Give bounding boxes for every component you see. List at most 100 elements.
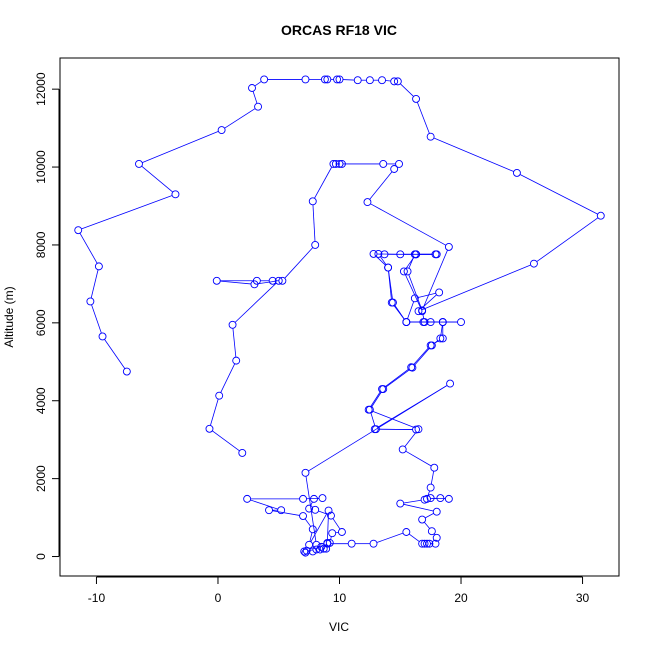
series-segment: [408, 274, 422, 308]
data-point: [337, 159, 346, 168]
data-point: [436, 494, 445, 503]
series-segment: [384, 369, 409, 388]
data-point: [402, 318, 411, 327]
plot-frame: [59, 57, 620, 577]
data-point: [365, 76, 374, 85]
data-point: [337, 528, 346, 536]
data-point: [327, 511, 335, 520]
data-point: [301, 548, 310, 557]
series-segment: [388, 270, 393, 300]
data-point: [457, 318, 465, 327]
series-segment: [250, 499, 278, 510]
data-point: [318, 494, 327, 503]
data-point: [301, 468, 310, 477]
data-point: [378, 76, 386, 85]
data-point: [98, 332, 107, 341]
data-point: [512, 168, 521, 177]
series-segment: [385, 369, 410, 388]
series-segment: [318, 510, 328, 515]
series-segment: [312, 204, 316, 242]
data-point: [331, 159, 340, 168]
data-point: [320, 75, 329, 84]
data-point: [412, 425, 421, 434]
y-tick-label: 2000: [34, 465, 48, 492]
series-segment: [408, 257, 414, 269]
series-segment: [142, 131, 219, 163]
data-point: [427, 527, 436, 536]
chart-title: ORCAS RF18 VIC: [281, 22, 397, 38]
data-point: [384, 263, 393, 272]
series-segment: [424, 521, 430, 529]
series-segment: [314, 166, 333, 199]
data-point: [205, 424, 214, 433]
series-segment: [414, 347, 430, 366]
series-segment: [423, 249, 448, 308]
series-segment: [305, 476, 317, 542]
series-segment: [257, 280, 276, 285]
y-tick-label: 4000: [34, 387, 48, 414]
data-point: [254, 102, 263, 111]
series-segment: [433, 137, 514, 172]
series-segment: [332, 518, 341, 530]
data-point: [396, 250, 405, 259]
y-tick-label: 8000: [34, 231, 48, 258]
data-point: [420, 495, 429, 504]
data-point: [268, 276, 277, 285]
series-segment: [413, 347, 429, 365]
series-segment: [430, 471, 435, 485]
series-segment: [309, 532, 313, 542]
y-tick-label: 0: [34, 553, 48, 560]
series-segment: [405, 450, 432, 467]
data-point: [374, 249, 383, 258]
data-point: [402, 528, 411, 536]
series-segment: [81, 195, 173, 230]
y-tick-label: 6000: [34, 309, 48, 336]
x-tick-label: 10: [333, 591, 347, 605]
series-segment: [141, 165, 174, 193]
series-segment: [91, 304, 102, 334]
data-point: [423, 539, 431, 548]
data-point: [305, 504, 314, 513]
data-point: [305, 540, 314, 549]
data-point: [438, 334, 447, 343]
data-point: [300, 547, 309, 556]
data-point: [396, 499, 405, 508]
series-segment: [370, 391, 381, 407]
data-point: [308, 547, 317, 556]
data-point: [311, 505, 320, 514]
data-point: [74, 226, 83, 235]
data-point: [430, 463, 439, 472]
data-point: [217, 126, 226, 135]
series-segment: [380, 256, 387, 265]
data-point: [135, 159, 143, 168]
data-point: [335, 159, 344, 168]
data-point: [312, 545, 321, 554]
series-segment: [519, 174, 598, 215]
data-point: [426, 132, 435, 141]
data-point: [529, 259, 538, 268]
data-point: [86, 297, 95, 306]
series-segment: [220, 280, 251, 285]
data-point: [393, 77, 402, 86]
data-point: [328, 529, 337, 538]
data-point: [418, 306, 427, 315]
data-point: [363, 198, 372, 207]
y-tick-label: 12000: [34, 72, 48, 106]
series-segment: [310, 501, 313, 506]
data-point: [426, 494, 435, 503]
data-point: [398, 445, 407, 454]
data-point: [277, 506, 286, 515]
series-segment: [224, 108, 256, 129]
data-point: [432, 507, 441, 516]
series-segment: [408, 533, 420, 542]
data-point: [299, 494, 307, 503]
series-segment: [403, 503, 434, 512]
series-segment: [371, 391, 382, 407]
data-point: [414, 307, 423, 316]
y-tick-label: 10000: [34, 150, 48, 184]
series-segment: [370, 412, 376, 426]
data-point: [347, 539, 356, 548]
x-axis-label: VIC: [329, 620, 349, 634]
series-segment: [425, 513, 434, 519]
data-point: [310, 494, 318, 503]
